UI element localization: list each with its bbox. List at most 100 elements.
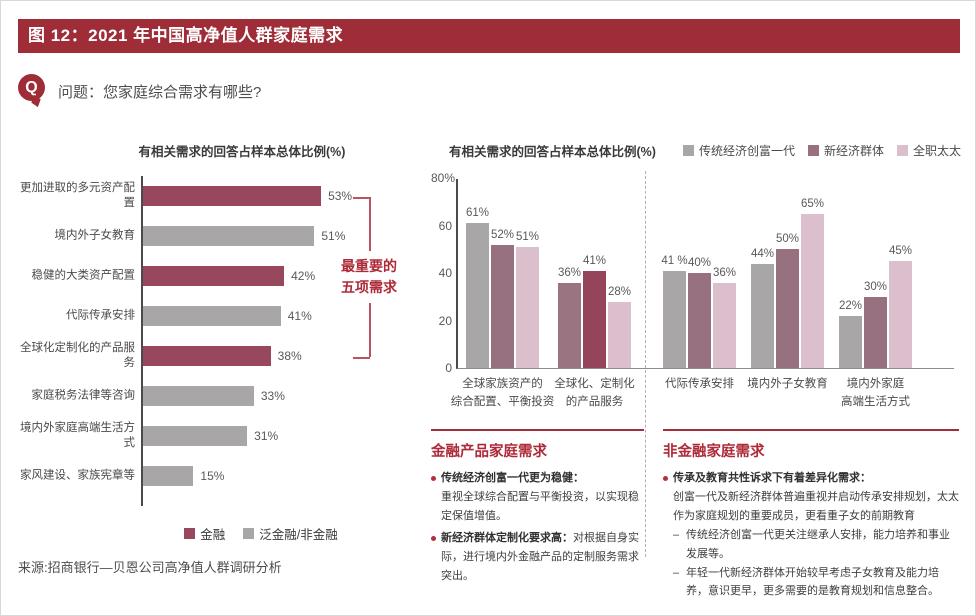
x-axis-category-label: 境内外子女教育 [718,376,858,394]
bar-value-label: 38% [277,349,302,363]
x-axis-category-line: 综合配置、平衡投资 [450,395,555,408]
legend-swatch-icon [896,145,908,156]
bar-value-label: 30% [863,280,888,293]
legend-item: 泛金融/非金融 [243,524,338,543]
x-axis-category-line: 高端生活方式 [841,395,910,408]
financial-note-title: 金融产品家庭需求 [431,444,547,460]
bar-value-label: 31% [254,429,279,443]
bar [143,266,285,286]
legend-label: 传统经济创富一代 [698,144,795,158]
bullet-dot-icon [431,535,436,541]
annotation-line-2: 五项需求 [341,279,397,295]
category-label: 全球化定制化的产品服务 [12,341,135,371]
left-bar-chart: 有相关需求的回答占样本总体比例(%) 更加进取的多元资产配置 53% 境内外子女教育… [18,141,418,543]
bar-value-label: 40% [687,257,712,269]
bar [143,466,194,486]
bullet-text: 重视全球综合配置与平衡投资，以实现稳定保值增值。 [441,490,639,522]
question-bubble-icon: Q [18,74,45,101]
bullet-lead: 传统经济创富一代更为稳健： [441,472,584,484]
legend-label: 全职太太 [912,144,961,158]
bullet-text: 对根据自身实际，进行境内外金融产品的定制服务需求突出。 [441,531,639,582]
bar [143,386,254,406]
bar-value-label: 33% [260,389,285,403]
legend-swatch-icon [682,145,694,156]
dashed-divider [645,171,646,557]
bar [143,306,281,326]
category-label: 家风建设、家族宪章等 [12,469,135,484]
x-axis-category-line: 代际传承安排 [665,378,734,390]
right-grouped-bar-chart: 有相关需求的回答占样本总体比例(%) 传统经济创富一代 新经济群体 全职太太 80%… [431,141,961,436]
category-label-main: 稳健的大类资产配置 [31,269,136,282]
left-chart-rows: 更加进取的多元资产配置 53% 境内外子女教育 51% 稳健的大类资产配置 42% 代际传承… [20,176,418,506]
bracket-top-tick [353,197,370,199]
bar: 41% [583,255,606,368]
left-chart-legend: 金融 泛金融/非金融 [141,524,381,543]
bar-value-label: 15% [200,469,225,483]
bar-row: 家庭税务法律等咨询 33% [32,376,418,416]
legend-item: 新经济群体 [807,142,884,159]
legend-item: 金融 [184,524,225,543]
legend-swatch-icon [243,528,255,539]
question-icon-letter: Q [25,79,38,96]
y-axis-tick-label: 0 [445,361,452,375]
bar-value-label: 22% [838,299,863,312]
x-axis-category-line: 境内外家庭 [846,378,905,390]
note-bullet: 传承及教育共性诉求下有着差异化需求： 创富一代及新经济群体普遍重视并启动传承安排规… [663,469,959,601]
bar: 30% [864,281,887,368]
bar-value-label: 41 % [661,254,688,267]
bar [143,426,248,446]
bar-value-label: 36% [712,266,737,279]
bullet-sub-item: – 传统经济创富一代更关注继承人安排，能力培养和事业发展等。 [673,526,959,564]
category-label: 境内外子女教育 [12,229,136,244]
legend-label: 新经济群体 [823,144,884,158]
legend-swatch-icon [184,528,196,539]
left-chart-title: 有相关需求的回答占样本总体比例(%) [138,145,346,159]
bullet-lead: 新经济群体定制化要求高： [441,531,573,544]
bar: 41 % [661,255,688,368]
bar [143,346,271,366]
bar: 45% [889,245,912,368]
bar-value-label: 52% [490,228,515,241]
bar-value-label: 44% [750,247,775,260]
bar-value-label: 65% [800,197,825,210]
bar-value-label: 41% [582,254,607,267]
bar-group: 61% 52% 51% [466,207,540,368]
legend-item: 传统经济创富一代 [682,142,795,159]
right-chart-title: 有相关需求的回答占样本总体比例(%) [449,145,656,159]
y-axis-tick-label: 60 [438,218,452,233]
bar-row: 境内外家庭高端生活方式（如：亲子旅游、高端医疗等）31% [20,416,418,456]
non-financial-needs-note: 非金融家庭需求 传承及教育共性诉求下有着差异化需求： 创富一代及新经济群体普遍重视… [663,429,959,604]
category-label-main: 全球化定制化的产品服务 [20,342,135,369]
bullet-text: 创富一代及新经济群体普遍重视并启动传承安排规划，太太作为家庭规划的重要成员，更看… [673,490,959,522]
annotation-line-1: 最重要的 [341,258,397,274]
bullet-content: 传承及教育共性诉求下有着差异化需求： 创富一代及新经济群体普遍重视并启动传承安排规… [673,469,959,601]
x-axis-category-line: 全球家族资产的 [462,378,543,390]
bar-value-label: 51% [515,230,540,243]
bar-row: 更加进取的多元资产配置 53% [20,176,418,216]
top-five-needs-annotation: 最重要的 五项需求 [330,251,408,303]
note-bullet: 传统经济创富一代更为稳健： 重视全球综合配置与平衡投资，以实现稳定保值增值。 [431,469,644,526]
category-label-main: 境内外子女教育 [54,229,136,242]
sub-dash: – [673,528,680,541]
bar: 50% [776,233,799,368]
x-axis-category-label: 境内外家庭高端生活方式 [806,376,946,412]
bar-row: 稳健的大类资产配置 42% [32,256,418,296]
bullet-dot-icon [663,476,668,481]
bar-value-label: 50% [775,233,800,246]
category-label: 境内外家庭高端生活方式（如：亲子旅游、高端医疗等） [12,421,135,451]
right-chart-plot: 61% 52% 51% 全球家族资产的 综合配置、平衡投资 36% 41% 28% 全球化、定制… [451,179,954,408]
sub-dash: – [673,566,680,579]
legend-label: 泛金融/非金融 [259,528,338,542]
bar: 65% [801,198,824,368]
right-chart-header-row: 有相关需求的回答占样本总体比例(%) 传统经济创富一代 新经济群体 全职太太 [431,141,961,160]
x-axis-category-line: 境内外子女教育 [747,378,828,390]
financial-note-bullets: 传统经济创富一代更为稳健： 重视全球综合配置与平衡投资，以实现稳定保值增值。新经济… [431,469,644,585]
bar: 61% [466,207,489,368]
bracket-bottom-tick [353,357,370,359]
bar-row: 家风建设、家族宪章等 15% [20,456,418,496]
question-text: 问题：您家庭综合需求有哪些? [58,84,262,101]
bar: 36% [558,267,581,368]
sub-text: 年轻一代新经济群体开始较早考虑子女教育及能力培养，意识更早，更多需要的是教育规划… [686,566,939,598]
bullet-content: 传统经济创富一代更为稳健： 重视全球综合配置与平衡投资，以实现稳定保值增值。 [441,469,644,526]
